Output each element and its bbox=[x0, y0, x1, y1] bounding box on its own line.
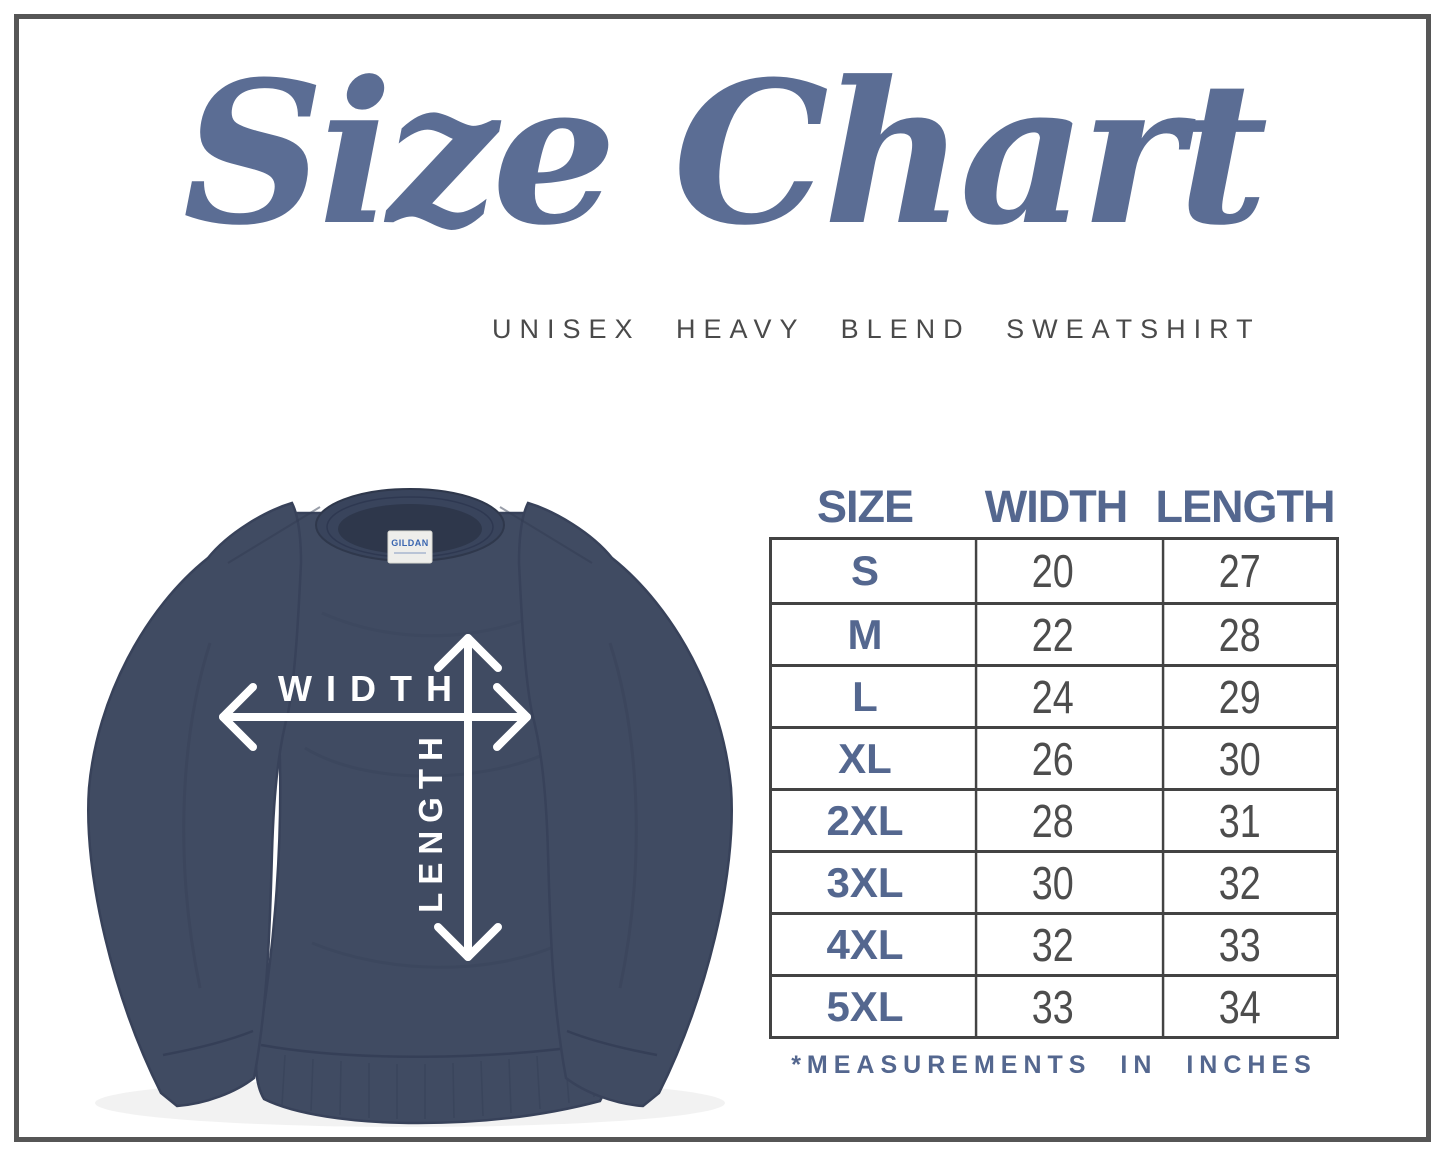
right-sleeve bbox=[517, 501, 733, 1108]
table-cell-size: 3XL bbox=[826, 858, 904, 906]
sweatshirt-photo: GILDAN WIDTH LENGTH bbox=[60, 443, 760, 1138]
table-cell-size: 2XL bbox=[826, 796, 904, 844]
table-row: L 24 29 bbox=[772, 664, 1336, 726]
size-table-panel: SIZE WIDTH LENGTH S 20 27 M 22 28 L 24 29 XL 26 30 2… bbox=[769, 481, 1339, 1080]
right-cuff-seam bbox=[566, 1029, 658, 1057]
page-subtitle: UNISEX HEAVY BLEND SWEATSHIRT bbox=[492, 314, 1261, 344]
left-sleeve-fold bbox=[182, 642, 212, 989]
table-cell-length: 30 bbox=[1161, 729, 1315, 788]
width-arrow-label: WIDTH bbox=[278, 668, 466, 709]
width-arrow-icon bbox=[219, 683, 531, 751]
table-cell-length: 32 bbox=[1161, 853, 1315, 912]
table-cell-size: L bbox=[852, 672, 878, 720]
table-cell-width: 20 bbox=[974, 540, 1128, 602]
length-arrow-icon bbox=[434, 634, 502, 961]
collar-inner bbox=[338, 504, 482, 554]
table-cell-width: 24 bbox=[974, 667, 1128, 726]
brand-tag-text: GILDAN bbox=[391, 538, 429, 548]
table-cell-length: 27 bbox=[1161, 540, 1315, 602]
brand-tag: GILDAN bbox=[387, 530, 433, 564]
sweatshirt-illustration: GILDAN WIDTH LENGTH bbox=[87, 488, 733, 1127]
shoulder-seams bbox=[227, 506, 593, 564]
table-cell-size: M bbox=[847, 610, 883, 658]
table-cell-width: 32 bbox=[974, 915, 1128, 974]
table-cell-length: 31 bbox=[1161, 791, 1315, 850]
size-table: S 20 27 M 22 28 L 24 29 XL 26 30 2XL 28 31 3XL 30 32 4XL 32… bbox=[769, 537, 1339, 1039]
table-row: 4XL 32 33 bbox=[772, 912, 1336, 974]
table-cell-size: 5XL bbox=[826, 982, 904, 1030]
column-header-size: SIZE bbox=[816, 481, 914, 532]
table-cell-width: 26 bbox=[974, 729, 1128, 788]
fabric-folds bbox=[304, 611, 559, 969]
table-cell-width: 30 bbox=[974, 853, 1128, 912]
table-cell-size: XL bbox=[838, 734, 892, 782]
table-cell-size: 4XL bbox=[826, 920, 904, 968]
table-cell-length: 29 bbox=[1161, 667, 1315, 726]
table-row: 5XL 33 34 bbox=[772, 974, 1336, 1036]
table-row: M 22 28 bbox=[772, 602, 1336, 664]
table-cell-size: S bbox=[850, 547, 879, 594]
hem-seam bbox=[260, 1041, 605, 1059]
table-cell-width: 22 bbox=[974, 605, 1128, 664]
table-cell-length: 33 bbox=[1161, 915, 1315, 974]
measurements-footnote: *MEASUREMENTS IN INCHES bbox=[791, 1051, 1317, 1079]
table-row: S 20 27 bbox=[772, 540, 1336, 602]
length-arrow-label: LENGTH bbox=[412, 729, 449, 913]
table-row: XL 26 30 bbox=[772, 726, 1336, 788]
right-sleeve-fold bbox=[608, 642, 638, 989]
table-cell-width: 28 bbox=[974, 791, 1128, 850]
table-row: 3XL 30 32 bbox=[772, 850, 1336, 912]
table-header-row: SIZE WIDTH LENGTH bbox=[769, 481, 1339, 533]
column-header-width: WIDTH bbox=[984, 481, 1128, 532]
left-cuff-seam bbox=[162, 1029, 254, 1057]
table-cell-length: 34 bbox=[1161, 977, 1315, 1036]
page-title: Size Chart bbox=[182, 39, 1269, 269]
table-cell-width: 33 bbox=[974, 977, 1128, 1036]
left-sleeve bbox=[87, 501, 303, 1108]
column-header-length: LENGTH bbox=[1155, 481, 1336, 532]
table-cell-length: 28 bbox=[1161, 605, 1315, 664]
table-row: 2XL 28 31 bbox=[772, 788, 1336, 850]
